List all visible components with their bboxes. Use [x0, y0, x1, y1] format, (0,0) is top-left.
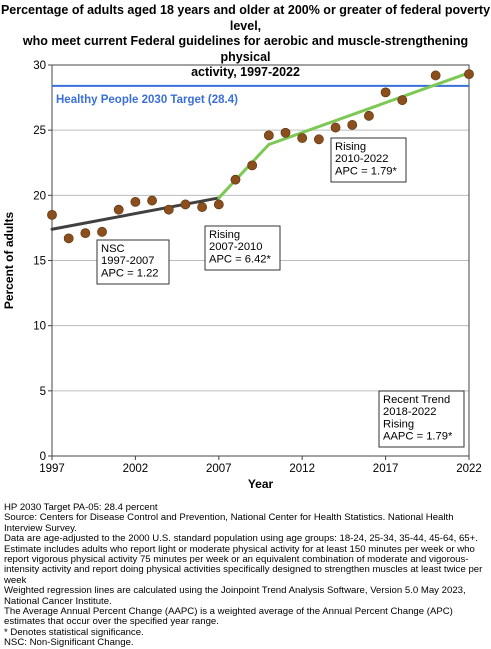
y-tick-label: 15 [33, 256, 46, 268]
footnote-line: The Average Annual Percent Change (AAPC)… [4, 606, 453, 628]
annotation-box-frame [378, 390, 465, 448]
data-point [80, 228, 91, 239]
annotation-text: NSC [101, 243, 125, 255]
x-tick-label: 2022 [456, 463, 482, 475]
x-tick-label: 2017 [373, 463, 399, 475]
footnote-line: Weighted regression lines are calculated… [4, 585, 466, 607]
data-point [430, 70, 441, 81]
data-point [97, 226, 107, 237]
y-tick-label: 0 [40, 451, 46, 463]
annotation-text: Rising [209, 229, 240, 241]
annotation-box-frame [204, 225, 281, 271]
y-tick-label: 10 [33, 321, 46, 333]
data-point [464, 69, 474, 80]
x-tick-label: 2002 [123, 463, 149, 475]
x-tick-label: 2007 [206, 463, 232, 475]
footnote-line: Estimate includes adults who report ligh… [4, 543, 483, 586]
y-tick-label: 5 [40, 386, 46, 398]
data-point [130, 196, 141, 207]
annotation-text: 1997-2007 [101, 255, 155, 267]
chart-svg: Healthy People 2030 Target (28.4) NSC199… [2, 60, 482, 491]
annotation-text: Rising [335, 141, 366, 153]
data-point [347, 120, 358, 130]
data-point [263, 130, 274, 141]
data-point [213, 199, 224, 210]
footnotes: HP 2030 Target PA-05: 28.4 percent Sourc… [4, 502, 489, 649]
chart-title-line: activity, 1997-2022 [191, 65, 300, 79]
data-point [330, 122, 341, 133]
data-point [297, 133, 308, 143]
y-tick-label: 25 [33, 125, 46, 137]
annotation-text: APC = 1.22 [101, 267, 159, 279]
trend-layer [50, 71, 471, 231]
data-point [280, 127, 291, 138]
annotation-box-frame [330, 137, 407, 183]
x-tick-label: 1997 [39, 463, 65, 475]
data-point [47, 209, 57, 220]
axis-layer: 0 5 10 15 20 25 30 1997 2002 2007 2012 2017 2022 Year… [2, 60, 482, 491]
chart-title-line: Percentage of adults aged 18 years and o… [0, 3, 491, 33]
footnote-line: * Denotes statistical significance. [4, 626, 144, 638]
data-point [163, 204, 174, 215]
chart-title-line: who meet current Federal guidelines for … [22, 34, 469, 64]
trend-line [217, 143, 271, 200]
point-layer [47, 69, 474, 244]
chart-title: Percentage of adults aged 18 years and o… [0, 3, 491, 81]
footnote-line: HP 2030 Target PA-05: 28.4 percent [4, 502, 158, 513]
y-tick-label: 30 [33, 60, 46, 72]
data-point [380, 87, 391, 98]
data-point [197, 202, 208, 212]
annotation-text: APC = 6.42* [209, 253, 272, 265]
annotation-text: 2018-2022 [383, 406, 437, 418]
footnote-line: Source: Centers for Disease Control and … [4, 512, 454, 534]
x-tick-label: 2012 [289, 463, 315, 475]
data-point [247, 160, 258, 171]
annotation-text: Recent Trend [383, 394, 450, 406]
data-point [113, 204, 124, 215]
annotation-text: 2007-2010 [209, 241, 263, 253]
trend-line [50, 196, 221, 231]
footnote-line: NSC: Non-Significant Change. [4, 637, 134, 649]
data-point [63, 233, 74, 244]
data-point [313, 134, 324, 145]
trend-line [267, 71, 471, 147]
data-point [180, 199, 191, 210]
y-tick-label: 20 [33, 190, 46, 202]
data-point [147, 195, 157, 206]
annotation-text: APC = 1.79* [335, 165, 398, 177]
annotation-box-frame [96, 239, 170, 285]
data-point [230, 174, 241, 185]
y-axis-label: Percent of adults [2, 212, 16, 310]
data-point [364, 110, 374, 121]
annotation-text: 2010-2022 [335, 153, 389, 165]
target-label: Healthy People 2030 Target (28.4) [56, 94, 238, 106]
annotation-text: AAPC = 1.79* [383, 431, 453, 443]
x-axis-label: Year [248, 477, 274, 491]
footnote-line: Data are age-adjusted to the 2000 U.S. s… [4, 533, 478, 545]
annotation-text: Rising [383, 418, 414, 430]
target-layer: Healthy People 2030 Target (28.4) [52, 84, 469, 106]
data-point [397, 95, 408, 106]
grid-layer [52, 129, 469, 392]
